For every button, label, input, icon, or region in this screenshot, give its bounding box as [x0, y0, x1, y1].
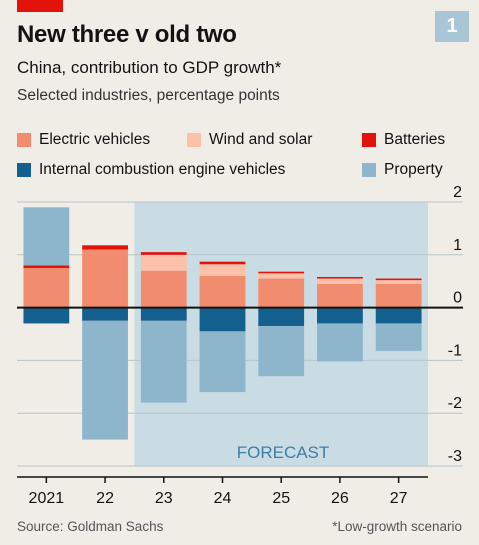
bar-property [140, 320, 187, 403]
bar-wind-solar [375, 280, 422, 284]
bar-property [317, 323, 363, 362]
bar-ev [317, 283, 363, 308]
chart-number-badge: 1 [435, 11, 469, 42]
bar-property [199, 331, 246, 393]
legend-item-electric-vehicles: Electric vehicles [17, 131, 150, 149]
bar-ice [317, 307, 363, 324]
bar-ev [375, 283, 422, 308]
legend-label-electric-vehicles: Electric vehicles [39, 131, 151, 148]
bar-ice [82, 307, 128, 321]
source-note: Source: Goldman Sachs [17, 519, 164, 534]
legend-label-wind-and-solar: Wind and solar [209, 131, 313, 148]
bar-batteries [23, 265, 70, 268]
bar-wind-solar [140, 254, 187, 271]
bar-ice [140, 307, 187, 321]
bar-property [82, 320, 128, 440]
bar-batteries [82, 245, 128, 250]
chart-units: Selected industries, percentage points [17, 87, 280, 104]
x-tick-label: 23 [155, 490, 173, 507]
bar-ice [23, 307, 70, 324]
legend-item-ice-vehicles: Internal combustion engine vehicles [17, 161, 285, 179]
bar-batteries [375, 278, 422, 281]
bar-batteries [199, 261, 246, 265]
x-tick-label: 22 [96, 490, 114, 507]
y-tick-label: -1 [448, 342, 462, 359]
bar-property [258, 326, 305, 377]
legend-item-property: Property [362, 161, 443, 179]
bar-ice [258, 307, 305, 327]
bar-property [23, 207, 70, 266]
chart-subtitle: China, contribution to GDP growth* [17, 58, 282, 77]
legend-swatch-wind-and-solar [187, 133, 201, 147]
chart-title: New three v old two [17, 21, 237, 48]
bar-batteries [140, 252, 187, 255]
bar-wind-solar [317, 278, 363, 284]
legend-swatch-electric-vehicles [17, 133, 31, 147]
brand-tag [17, 0, 63, 12]
bar-ev [140, 270, 187, 308]
bar-wind-solar [199, 264, 246, 276]
x-tick-label: 24 [214, 490, 232, 507]
y-tick-label: -3 [448, 448, 462, 465]
scenario-note: *Low-growth scenario [332, 519, 462, 534]
legend-swatch-ice-vehicles [17, 163, 31, 177]
legend-label-ice-vehicles: Internal combustion engine vehicles [39, 161, 286, 178]
bar-ice [199, 307, 246, 332]
bar-ev [23, 268, 70, 308]
legend-label-property: Property [384, 161, 443, 178]
y-tick-label: 0 [453, 290, 462, 307]
bar-ice [375, 307, 422, 324]
y-tick-label: 2 [453, 184, 462, 201]
legend-item-batteries: Batteries [362, 131, 445, 149]
bar-wind-solar [258, 273, 305, 279]
bar-batteries [258, 271, 305, 274]
bar-batteries [317, 276, 363, 279]
forecast-label: FORECAST [237, 443, 330, 462]
y-tick-label: -2 [448, 395, 462, 412]
x-tick-label: 27 [390, 490, 408, 507]
bar-ev [82, 249, 128, 308]
y-tick-label: 1 [453, 237, 462, 254]
legend-swatch-property [362, 163, 376, 177]
x-tick-label: 25 [272, 490, 290, 507]
legend-item-wind-and-solar: Wind and solar [187, 131, 312, 149]
bar-property [375, 323, 422, 351]
x-tick-label: 2021 [29, 490, 65, 507]
legend-label-batteries: Batteries [384, 131, 446, 148]
legend-swatch-batteries [362, 133, 376, 147]
x-tick-label: 26 [331, 490, 349, 507]
bar-ev [258, 278, 305, 308]
bar-ev [199, 275, 246, 308]
